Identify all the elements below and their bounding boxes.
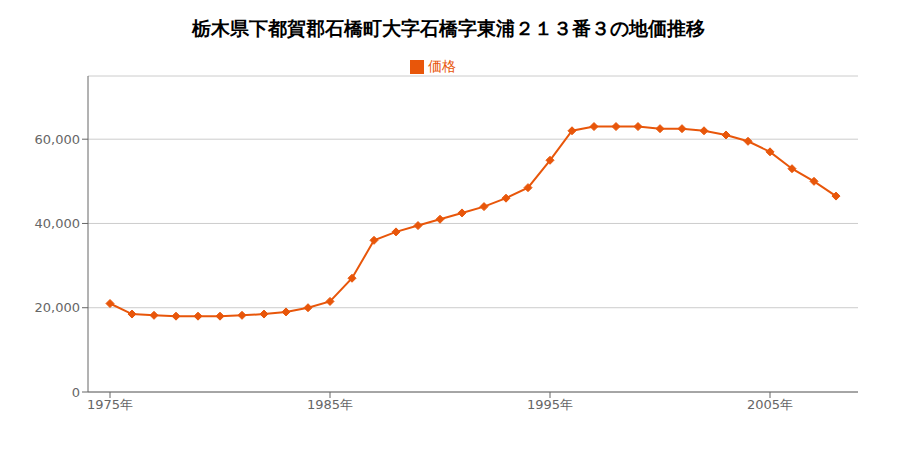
svg-text:1995年: 1995年 [527,397,573,412]
svg-text:0: 0 [72,385,80,400]
svg-text:2005年: 2005年 [747,397,793,412]
html-text:栃木県下都賀郡石橋町大字石橋字東浦２１３番３の地価推移: 栃木県下都賀郡石橋町大字石橋字東浦２１３番３の地価推移 [191,17,705,39]
svg-text:60,000: 60,000 [35,132,81,147]
svg-text:20,000: 20,000 [35,300,81,315]
svg-text:40,000: 40,000 [35,216,81,231]
svg-text:1985年: 1985年 [307,397,353,412]
html-text:価格: 価格 [428,58,456,74]
svg-text:1975年: 1975年 [87,397,133,412]
